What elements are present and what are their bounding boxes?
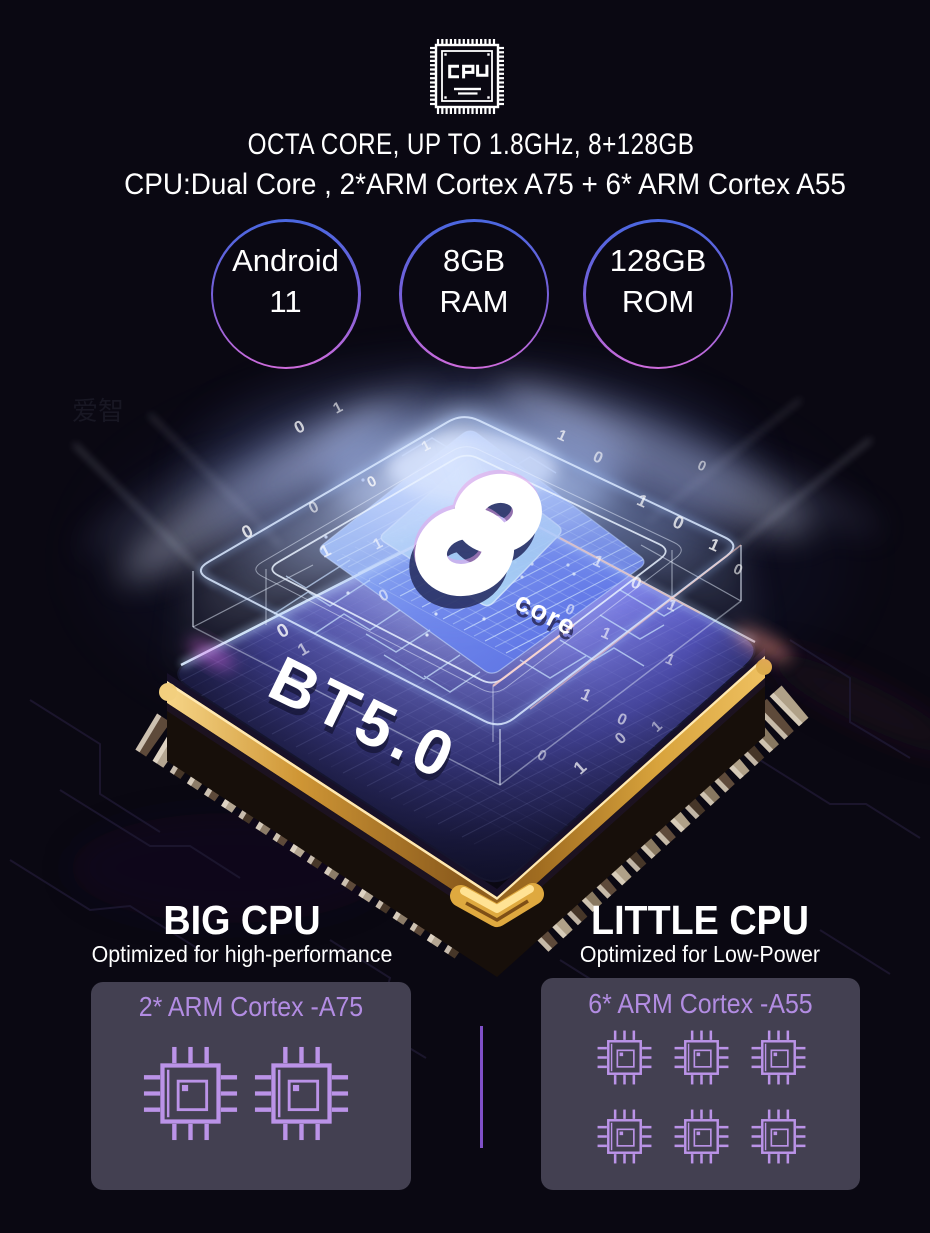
svg-text:爱智: 爱智 bbox=[72, 396, 124, 426]
